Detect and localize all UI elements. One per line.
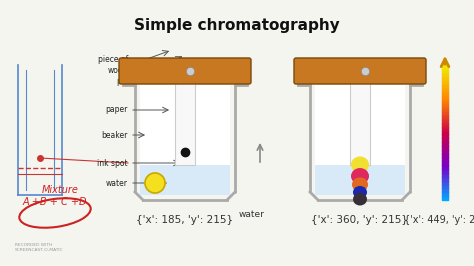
Ellipse shape [353, 193, 367, 206]
Bar [350, 78, 370, 165]
Text: Simple chromatography: Simple chromatography [134, 18, 340, 33]
Text: water: water [106, 178, 128, 188]
Text: A +B + C +D: A +B + C +D [23, 197, 87, 207]
Text: {'x': 449, 'y': 215}: {'x': 449, 'y': 215} [404, 215, 474, 225]
Text: paper: paper [106, 106, 128, 114]
Text: ink spot: ink spot [97, 159, 128, 168]
Text: pin: pin [116, 77, 128, 86]
Text: {'x': 185, 'y': 215}: {'x': 185, 'y': 215} [137, 215, 234, 225]
Ellipse shape [351, 156, 369, 173]
Bar [315, 165, 405, 195]
Circle shape [145, 173, 165, 193]
Text: beaker: beaker [101, 131, 128, 139]
Ellipse shape [351, 168, 369, 184]
Text: piece of
wood: piece of wood [98, 55, 128, 75]
Bar [140, 85, 230, 195]
Ellipse shape [353, 186, 367, 199]
Ellipse shape [352, 177, 368, 192]
Text: water: water [239, 210, 265, 219]
Bar [140, 165, 230, 195]
Text: Mixture: Mixture [42, 185, 78, 195]
Bar [315, 85, 405, 195]
FancyBboxPatch shape [119, 58, 251, 84]
Text: RECORDED WITH
SCREENCAST-O-MATIC: RECORDED WITH SCREENCAST-O-MATIC [15, 243, 64, 252]
Bar [175, 78, 195, 165]
FancyBboxPatch shape [294, 58, 426, 84]
Text: {'x': 360, 'y': 215}: {'x': 360, 'y': 215} [311, 215, 409, 225]
